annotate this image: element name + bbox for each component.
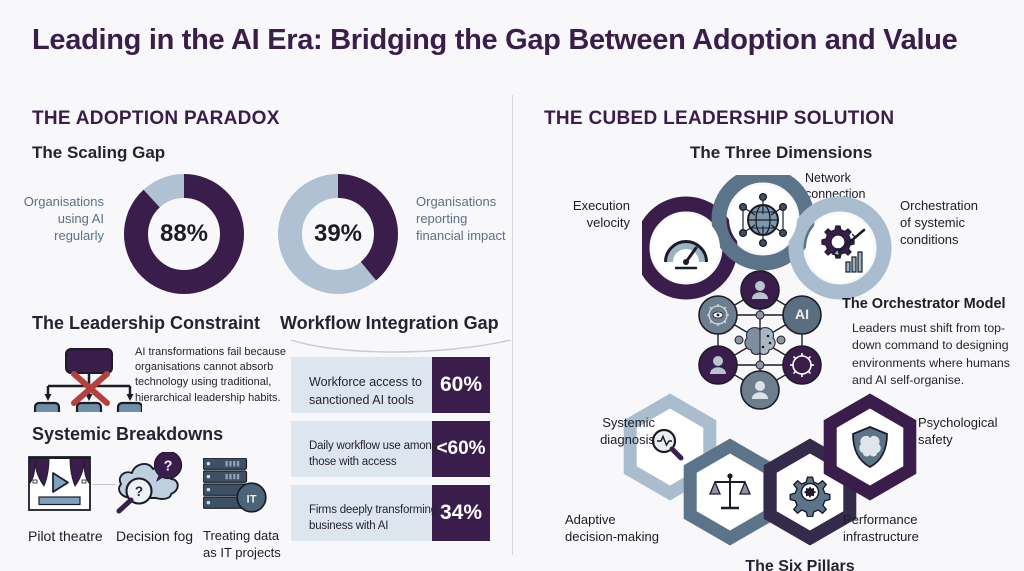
svg-text:AI: AI — [795, 306, 809, 322]
svg-text:?: ? — [164, 459, 173, 475]
svg-text:IT: IT — [246, 493, 256, 505]
svg-text:?: ? — [135, 484, 143, 499]
